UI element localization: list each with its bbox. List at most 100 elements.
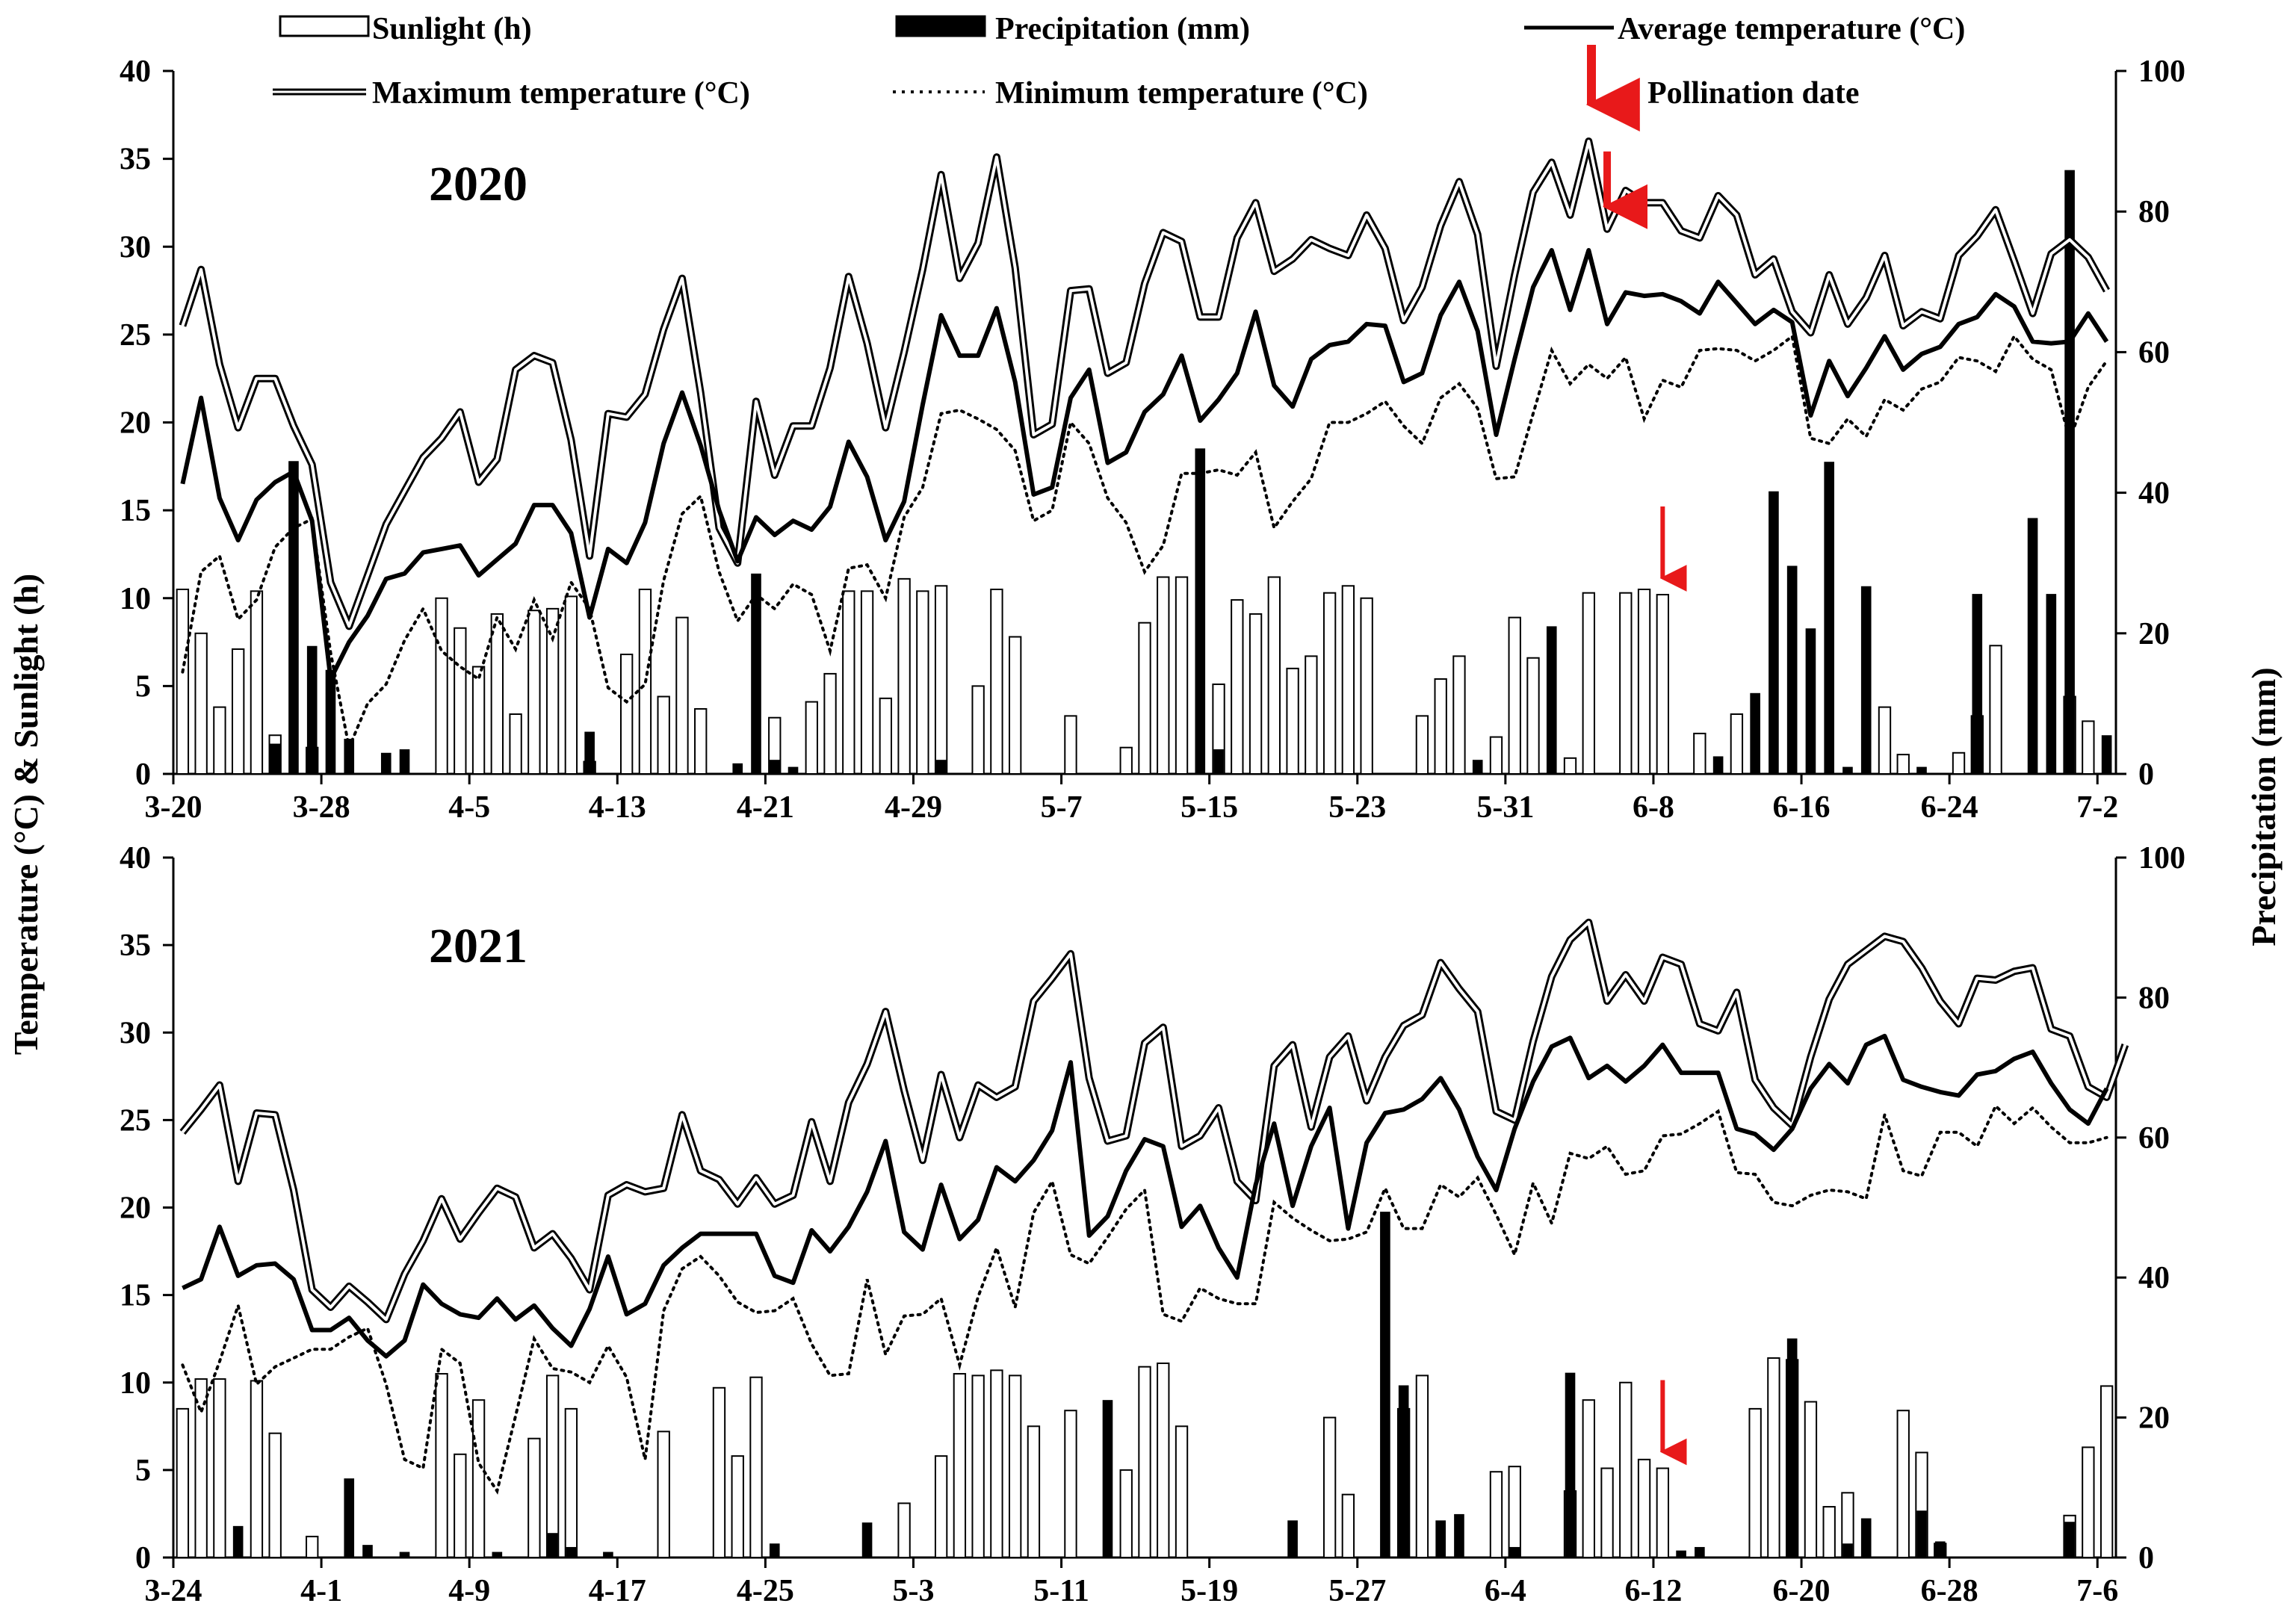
sunlight-bar [694, 707, 708, 775]
x-tick-label: 5-23 [1328, 790, 1386, 825]
minimum-temperature-line [181, 1103, 2108, 1495]
left-tick-label: 15 [120, 1279, 151, 1313]
sunlight-bar [1322, 1416, 1337, 1558]
sunlight-bar [1508, 616, 1521, 775]
sunlight-bar [823, 672, 837, 775]
sunlight-bar [2082, 1446, 2095, 1558]
minimum-temperature-line [181, 333, 2108, 753]
sunlight-bar [490, 613, 504, 775]
x-tick-label: 7-6 [2076, 1574, 2118, 1608]
maximum-temperature-line-inner [181, 140, 2108, 628]
maximum-temperature-line-outer [179, 137, 2110, 630]
right-tick-label: 0 [2138, 757, 2154, 792]
precipitation-bar [325, 669, 336, 774]
sunlight-bar [1748, 1407, 1762, 1558]
precipitation-bar [1102, 1400, 1113, 1558]
sunlight-bar [1248, 613, 1263, 775]
sunlight-bar [1119, 1469, 1133, 1558]
sunlight-bar [731, 1455, 744, 1559]
sunlight-bar [1008, 636, 1022, 775]
sunlight-bar [1415, 1374, 1429, 1558]
precipitation-bar [2064, 1522, 2075, 1558]
left-tick-label: 35 [120, 143, 151, 177]
legend-pollination-label: Pollination date [1647, 76, 1860, 111]
sunlight-bar [545, 1374, 560, 1558]
left-tick-label: 0 [135, 1541, 151, 1575]
precipitation-bar [732, 763, 743, 774]
sunlight-bar [1267, 576, 1281, 775]
precipitation-bar [769, 1543, 780, 1558]
sunlight-bar [1138, 1366, 1151, 1558]
sunlight-bar [1656, 594, 1670, 775]
x-tick-label: 5-27 [1328, 1574, 1386, 1608]
sunlight-bar [1730, 713, 1744, 775]
left-tick-label: 20 [120, 406, 151, 441]
precipitation-bar [1287, 1520, 1298, 1558]
average-temperature-line [182, 1033, 2109, 1359]
x-tick-label: 3-24 [145, 1574, 202, 1608]
x-tick-label: 6-16 [1773, 790, 1831, 825]
precipitation-bar [1472, 760, 1483, 774]
left-tick-label: 15 [120, 494, 151, 528]
panel-year-label: 2020 [429, 157, 527, 211]
precipitation-bar [1509, 1546, 1520, 1558]
sunlight-bar [619, 654, 634, 775]
precipitation-bar [1546, 626, 1557, 774]
legend-maximum-label: Maximum temperature (°C) [372, 76, 750, 111]
legend: Sunlight (h) Precipitation (mm) Average … [273, 12, 1965, 131]
sunlight-bar [712, 1386, 726, 1558]
sunlight-bar [1434, 678, 1447, 775]
sunlight-bar [509, 713, 522, 775]
precipitation-bar [344, 738, 355, 774]
legend-minimum-label: Minimum temperature (°C) [995, 76, 1368, 111]
precipitation-bar [399, 749, 410, 774]
precipitation-bar [492, 1552, 503, 1558]
sunlight-bar [1119, 746, 1133, 775]
precipitation-bar [1750, 692, 1760, 774]
x-tick-label: 5-7 [1041, 790, 1083, 825]
x-tick-label: 4-9 [448, 1574, 490, 1608]
left-tick-label: 10 [120, 582, 151, 616]
sunlight-bar [454, 627, 467, 775]
sunlight-bar [1231, 599, 1244, 775]
precipitation-bar [787, 766, 799, 774]
precipitation-bar [1786, 1338, 1798, 1558]
sunlight-bar [1341, 585, 1355, 775]
sunlight-bar [194, 1378, 208, 1558]
left-axis-title: Temperature (°C) & Sunlight (h) [7, 574, 45, 1056]
precipitation-bar [344, 1478, 355, 1558]
sunlight-bar [1138, 622, 1151, 775]
sunlight-bar [1341, 1493, 1355, 1559]
precipitation-bar [861, 1522, 873, 1558]
sunlight-bar [842, 590, 855, 775]
x-tick-label: 5-19 [1181, 1574, 1238, 1608]
sunlight-bar [1286, 667, 1299, 775]
sunlight-bar [1415, 715, 1429, 775]
precipitation-bar [1860, 1518, 1872, 1558]
left-tick-label: 25 [120, 1103, 151, 1138]
precipitation-bar [1786, 565, 1798, 774]
precipitation-bar [1972, 594, 1983, 774]
sunlight-bar [176, 1407, 190, 1558]
x-tick-label: 6-4 [1485, 1574, 1526, 1608]
legend-sunlight-swatch [279, 15, 370, 37]
sunlight-bar [1637, 588, 1651, 775]
sunlight-bar [1822, 1506, 1836, 1559]
right-tick-label: 40 [2138, 1261, 2170, 1295]
precipitation-bar [288, 461, 299, 774]
sunlight-bar [1064, 1410, 1077, 1558]
sunlight-bar [1175, 576, 1189, 775]
precipitation-bar [566, 1546, 577, 1558]
x-tick-label: 5-31 [1476, 790, 1534, 825]
sunlight-bar [1619, 1381, 1633, 1558]
legend-precip-swatch [895, 15, 986, 37]
precipitation-bar [380, 752, 392, 774]
sunlight-bar [1489, 1471, 1503, 1559]
sunlight-bar [860, 590, 874, 775]
panel-2020: 0 5 10 15 20 25 30 35 40 0 20 40 60 80 100 3-20 3-28 4-5 4… [120, 55, 2185, 825]
left-tick-label: 10 [120, 1366, 151, 1401]
left-tick-label: 0 [135, 757, 151, 792]
x-tick-label: 4-29 [885, 790, 942, 825]
precipitation-bar [1824, 462, 1834, 774]
